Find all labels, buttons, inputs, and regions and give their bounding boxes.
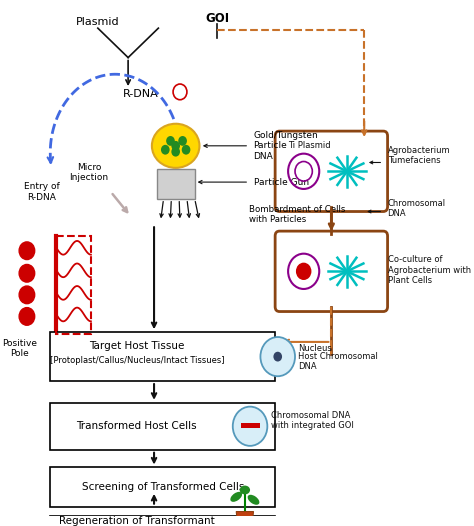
Text: Plasmid: Plasmid <box>76 17 119 27</box>
Text: Bombardment of Cells
with Particles: Bombardment of Cells with Particles <box>249 205 346 224</box>
Circle shape <box>182 145 191 155</box>
Text: Co-culture of
Agrobacterium with
Plant Cells: Co-culture of Agrobacterium with Plant C… <box>388 256 471 285</box>
Text: Micro
Injection: Micro Injection <box>70 163 109 182</box>
Text: Target Host Tissue: Target Host Tissue <box>89 341 184 351</box>
Text: Host Chromosomal
DNA: Host Chromosomal DNA <box>299 352 378 371</box>
Circle shape <box>19 265 35 282</box>
Text: [Protoplast/Callus/Nucleus/Intact Tissues]: [Protoplast/Callus/Nucleus/Intact Tissue… <box>49 356 224 365</box>
Text: Agrobacterium
Tumefaciens: Agrobacterium Tumefaciens <box>388 146 450 165</box>
Bar <box>56 236 91 334</box>
Bar <box>50 403 275 450</box>
Text: Regeneration of Transformant: Regeneration of Transformant <box>59 517 215 526</box>
Ellipse shape <box>152 124 200 168</box>
Circle shape <box>273 352 282 361</box>
Circle shape <box>19 242 35 259</box>
FancyBboxPatch shape <box>275 131 388 211</box>
Ellipse shape <box>247 495 259 505</box>
Text: R-DNA: R-DNA <box>123 89 159 99</box>
Text: Chromosomal
DNA: Chromosomal DNA <box>388 199 446 218</box>
Circle shape <box>19 308 35 325</box>
Ellipse shape <box>240 485 250 494</box>
Circle shape <box>173 84 187 100</box>
Text: Nucleus: Nucleus <box>299 345 332 353</box>
Polygon shape <box>236 512 254 526</box>
Bar <box>50 517 275 526</box>
Bar <box>50 332 275 381</box>
Ellipse shape <box>230 492 242 502</box>
Text: Positive
Pole: Positive Pole <box>2 339 37 359</box>
Bar <box>240 423 260 428</box>
Text: Screening of Transformed Cells: Screening of Transformed Cells <box>82 482 244 492</box>
Text: Gold/Tungsten
Particle
DNA: Gold/Tungsten Particle DNA <box>254 131 318 161</box>
Text: Transformed Host Cells: Transformed Host Cells <box>76 421 197 431</box>
Circle shape <box>260 337 295 376</box>
Circle shape <box>233 407 267 446</box>
Text: Particle Gun: Particle Gun <box>254 178 309 187</box>
Circle shape <box>171 147 180 157</box>
Text: Entry of
R-DNA: Entry of R-DNA <box>24 182 60 201</box>
Circle shape <box>178 136 187 146</box>
Circle shape <box>166 136 175 146</box>
FancyBboxPatch shape <box>275 231 388 311</box>
Circle shape <box>297 264 310 279</box>
Text: Chromosomal DNA
with integrated GOI: Chromosomal DNA with integrated GOI <box>271 411 354 430</box>
Bar <box>156 169 195 199</box>
Circle shape <box>19 286 35 304</box>
Text: Ti Plasmid: Ti Plasmid <box>288 141 331 150</box>
Circle shape <box>171 141 180 151</box>
Circle shape <box>161 145 170 155</box>
Text: GOI: GOI <box>205 12 229 25</box>
Bar <box>50 468 275 507</box>
